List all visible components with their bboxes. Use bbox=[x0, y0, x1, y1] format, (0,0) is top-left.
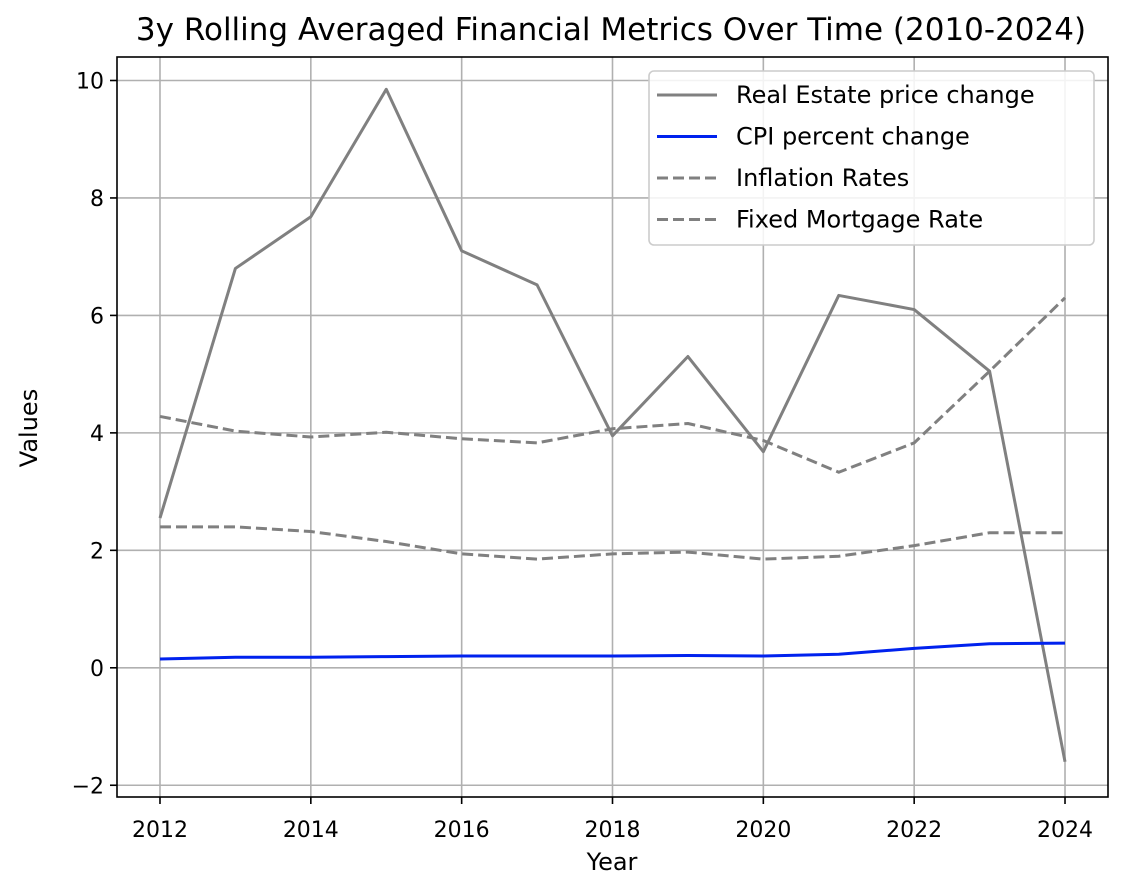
series-line-1 bbox=[159, 641, 1066, 661]
x-tick-label: 2012 bbox=[132, 818, 188, 843]
y-tick-label: 8 bbox=[90, 187, 104, 212]
series-line-3 bbox=[159, 296, 1067, 474]
x-tick-label: 2014 bbox=[283, 818, 339, 843]
x-tick-label: 2022 bbox=[886, 818, 942, 843]
y-tick-label: 0 bbox=[90, 657, 104, 682]
y-axis: −2 0 2 4 6 8 10 bbox=[72, 69, 117, 799]
y-tick-label: 10 bbox=[76, 69, 104, 94]
x-tick-label: 2018 bbox=[585, 818, 641, 843]
x-tick-label: 2020 bbox=[735, 818, 791, 843]
x-axis: 2012 2014 2016 2018 2020 2022 2024 bbox=[132, 797, 1093, 843]
y-tick-label: 6 bbox=[90, 304, 104, 329]
series-line-2 bbox=[159, 525, 1066, 561]
y-tick-label: 2 bbox=[90, 539, 104, 564]
chart-title: 3y Rolling Averaged Financial Metrics Ov… bbox=[136, 12, 1086, 48]
legend-box bbox=[648, 70, 1095, 246]
legend-label: Inflation Rates bbox=[736, 164, 909, 192]
y-tick-label: 4 bbox=[90, 422, 104, 447]
y-tick-label: −2 bbox=[72, 774, 104, 799]
x-axis-label: Year bbox=[586, 848, 638, 876]
series-lines bbox=[158, 87, 1067, 763]
x-tick-label: 2024 bbox=[1037, 818, 1093, 843]
legend-label: Real Estate price change bbox=[736, 81, 1035, 109]
legend-label: CPI percent change bbox=[736, 123, 970, 151]
legend: Real Estate price change CPI percent chan… bbox=[648, 70, 1095, 246]
series-line-0 bbox=[158, 87, 1067, 763]
y-axis-label: Values bbox=[15, 389, 43, 467]
legend-label: Fixed Mortgage Rate bbox=[736, 206, 983, 234]
x-tick-label: 2016 bbox=[434, 818, 490, 843]
